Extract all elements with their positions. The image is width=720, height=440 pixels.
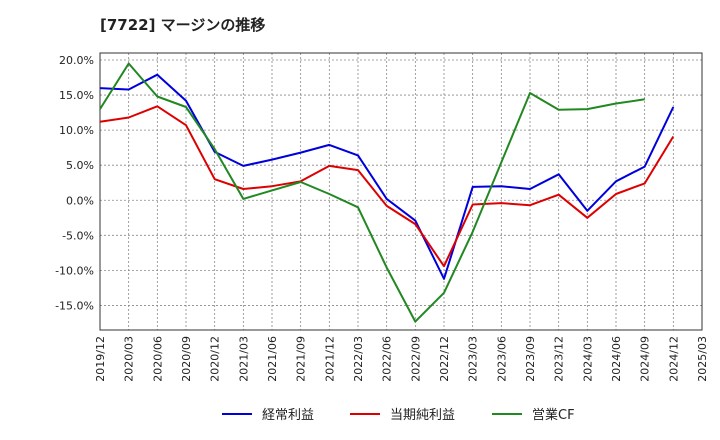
- y-tick-label: 5.0%: [66, 159, 94, 172]
- x-tick-label: 2021/03: [237, 336, 250, 382]
- x-tick-label: 2022/03: [352, 336, 365, 382]
- y-tick-label: -10.0%: [55, 264, 94, 277]
- x-tick-label: 2021/09: [295, 336, 308, 382]
- x-tick-label: 2023/06: [495, 336, 508, 382]
- x-tick-label: 2022/09: [409, 336, 422, 382]
- x-tick-label: 2020/12: [209, 336, 222, 382]
- x-tick-label: 2023/12: [553, 336, 566, 382]
- x-tick-label: 2024/12: [667, 336, 680, 382]
- x-tick-label: 2022/06: [381, 336, 394, 382]
- y-tick-label: 0.0%: [66, 194, 94, 207]
- legend: 経常利益 当期純利益 営業CF: [222, 407, 575, 423]
- x-tick-label: 2021/06: [266, 336, 279, 382]
- legend-label-1: 経常利益: [262, 408, 314, 423]
- x-tick-label: 2020/09: [180, 336, 193, 382]
- y-tick-label: 10.0%: [59, 124, 94, 137]
- legend-label-3: 営業CF: [532, 407, 575, 423]
- plot-frame: [99, 52, 703, 331]
- axes: 2019/12 2020/03 2020/06 2020/09 2020/12 2021/…: [55, 52, 709, 382]
- chart-title: [7722] マージンの推移: [100, 16, 266, 34]
- series-lines: [99, 62, 675, 323]
- x-tick-label: 2021/12: [323, 336, 336, 382]
- y-tick-label: 20.0%: [59, 54, 94, 67]
- x-tick-label: 2023/03: [467, 336, 480, 382]
- x-tick-label: 2024/06: [610, 336, 623, 382]
- series-line-1: [99, 73, 675, 280]
- x-tick-label: 2020/06: [151, 336, 164, 382]
- series-line-3: [99, 62, 645, 323]
- x-tick-label: 2024/09: [639, 336, 652, 382]
- grid: [100, 53, 702, 330]
- x-tick-label: 2024/03: [581, 336, 594, 382]
- y-tick-label: 15.0%: [59, 89, 94, 102]
- x-tick-label: 2025/03: [696, 336, 709, 382]
- y-tick-label: -5.0%: [62, 229, 94, 242]
- x-tick-label: 2019/12: [94, 336, 107, 382]
- x-tick-label: 2022/12: [438, 336, 451, 382]
- x-tick-label: 2020/03: [123, 336, 136, 382]
- x-tick-label: 2023/09: [524, 336, 537, 382]
- legend-label-2: 当期純利益: [390, 408, 455, 423]
- series-line-2: [99, 105, 675, 268]
- y-tick-label: -15.0%: [55, 299, 94, 312]
